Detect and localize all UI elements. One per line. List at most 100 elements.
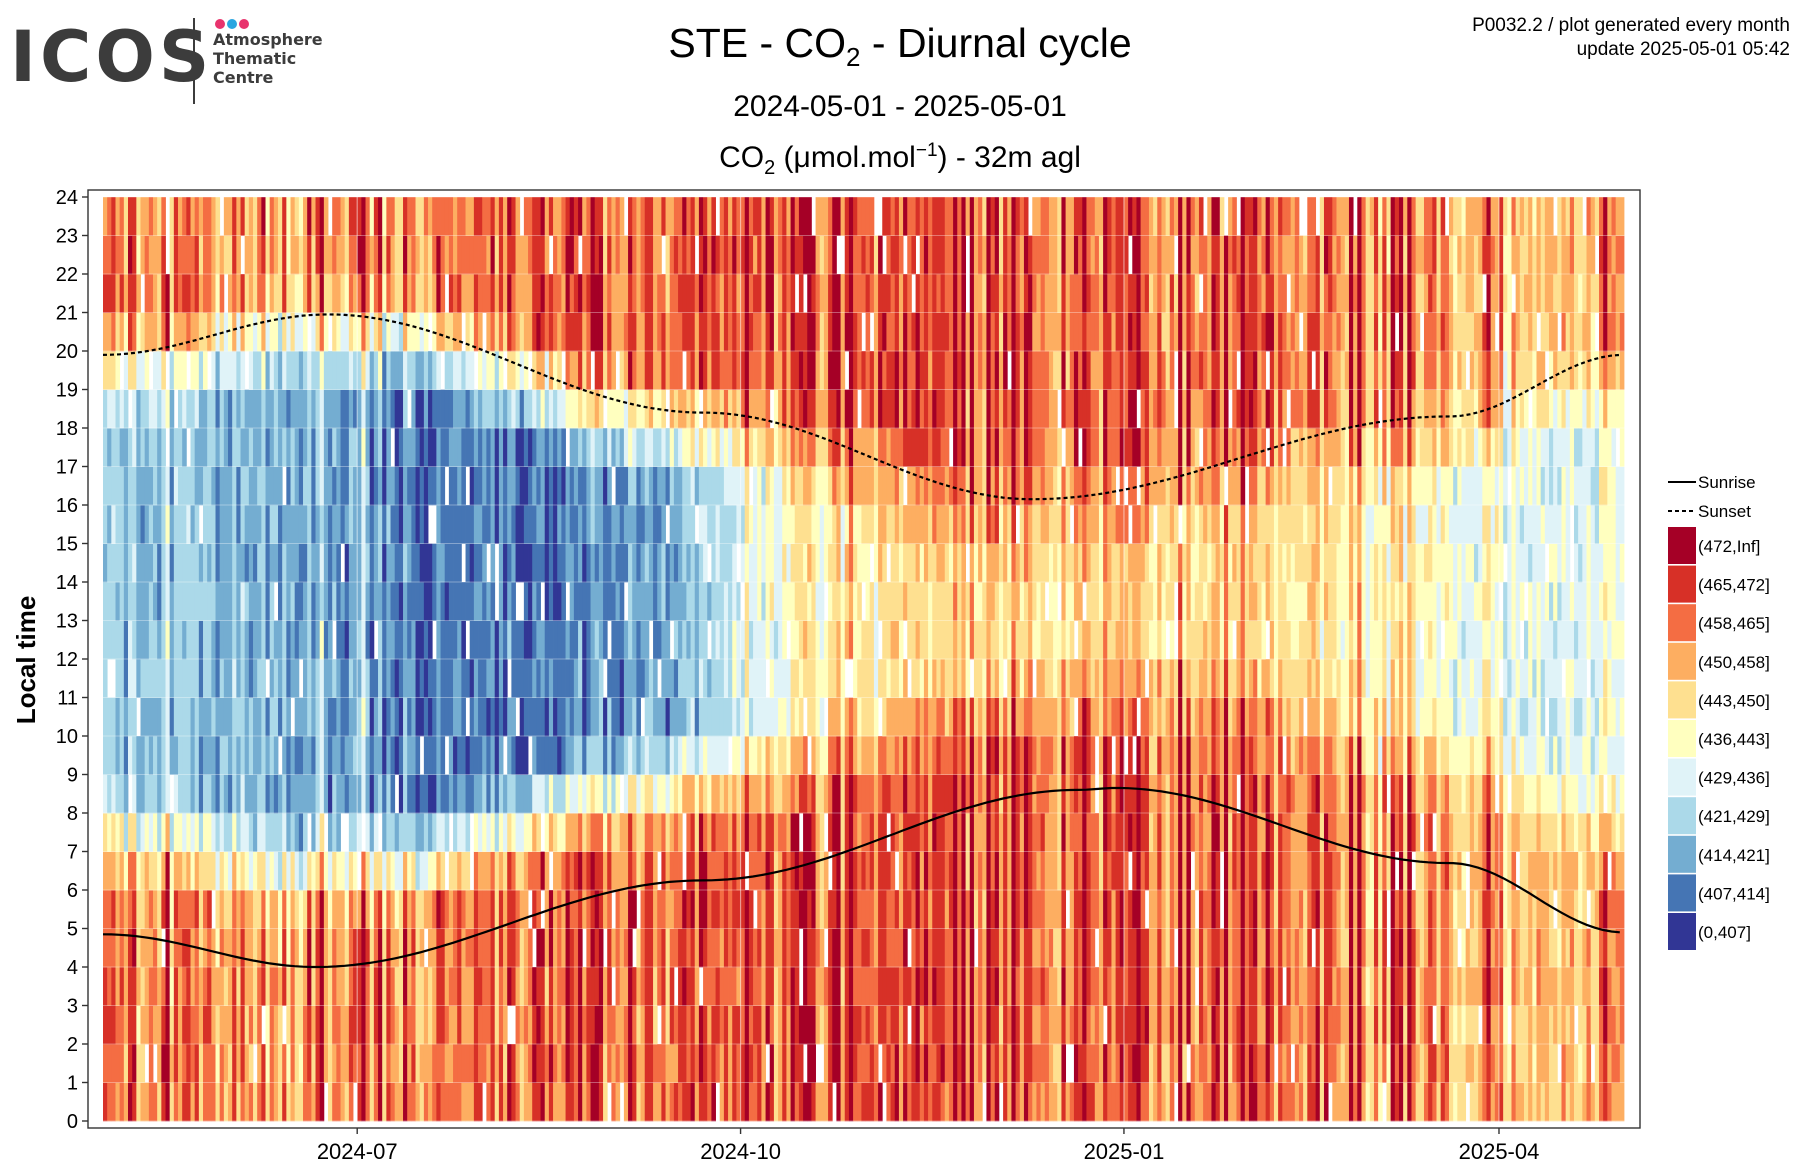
heatmap-cell <box>136 312 141 352</box>
heatmap-cell <box>332 235 337 275</box>
heatmap-cell <box>619 659 625 698</box>
heatmap-cell <box>161 389 166 429</box>
heatmap-cell <box>340 274 346 313</box>
heatmap-cell <box>307 697 312 737</box>
heatmap-cell <box>815 1005 821 1045</box>
heatmap-cell <box>961 659 966 698</box>
heatmap-cell <box>211 312 216 352</box>
heatmap-cell <box>140 659 146 698</box>
heatmap-cell <box>894 620 900 660</box>
heatmap-cell <box>528 582 533 621</box>
heatmap-cell <box>261 505 266 544</box>
heatmap-cell <box>840 736 846 775</box>
heatmap-cell <box>986 659 991 698</box>
heatmap-cell <box>915 890 921 929</box>
heatmap-cell <box>798 428 804 467</box>
heatmap-cell <box>194 736 200 775</box>
heatmap-cell <box>661 274 666 313</box>
heatmap-cell <box>994 466 1000 506</box>
heatmap-cell <box>565 813 571 852</box>
heatmap-cell <box>532 505 537 544</box>
heatmap-cell <box>832 543 837 583</box>
heatmap-cell <box>553 659 558 698</box>
heatmap-cell <box>698 928 704 968</box>
heatmap-cell <box>707 466 712 506</box>
heatmap-cell <box>436 235 441 275</box>
heatmap-cell <box>344 851 350 891</box>
heatmap-cell <box>648 543 654 583</box>
heatmap-cell <box>711 1005 716 1045</box>
heatmap-cell <box>986 274 991 313</box>
heatmap-cell <box>394 967 400 1006</box>
heatmap-cell <box>457 428 462 467</box>
heatmap-cell <box>248 582 254 621</box>
heatmap-cell <box>303 967 308 1006</box>
heatmap-cell <box>828 774 833 814</box>
heatmap-cell <box>548 197 554 236</box>
heatmap-cell <box>244 928 250 968</box>
heatmap-cell <box>298 582 304 621</box>
heatmap-cell <box>690 543 696 583</box>
heatmap-cell <box>782 543 787 583</box>
heatmap-cell <box>248 235 254 275</box>
heatmap-cell <box>982 736 987 775</box>
heatmap-cell <box>832 1044 837 1083</box>
heatmap-cell <box>853 620 858 660</box>
heatmap-cell <box>719 890 725 929</box>
heatmap-cell <box>653 582 658 621</box>
heatmap-cell <box>823 890 829 929</box>
heatmap-cell <box>590 582 596 621</box>
heatmap-cell <box>461 659 466 698</box>
heatmap-cell <box>648 659 654 698</box>
heatmap-cell <box>132 1044 137 1083</box>
heatmap-cell <box>953 389 958 429</box>
heatmap-cell <box>140 505 146 544</box>
heatmap-cell <box>140 967 146 1006</box>
heatmap-cell <box>323 967 329 1006</box>
heatmap-cell <box>457 235 462 275</box>
heatmap-cell <box>207 928 212 968</box>
heatmap-cell <box>828 890 833 929</box>
heatmap-cell <box>703 466 708 506</box>
heatmap-cell <box>728 197 733 236</box>
heatmap-cell <box>165 890 171 929</box>
heatmap-cell <box>544 197 550 236</box>
heatmap-cell <box>740 928 746 968</box>
heatmap-cell <box>494 620 500 660</box>
heatmap-cell <box>919 851 925 891</box>
heatmap-cell <box>315 1044 321 1083</box>
heatmap-cell <box>282 928 287 968</box>
heatmap-cell <box>823 389 829 429</box>
heatmap-cell <box>357 312 362 352</box>
heatmap-cell <box>136 928 141 968</box>
heatmap-cell <box>378 235 383 275</box>
heatmap-cell <box>444 1044 450 1083</box>
heatmap-cell <box>886 389 891 429</box>
heatmap-cell <box>182 774 187 814</box>
heatmap-cell <box>386 774 391 814</box>
heatmap-cell <box>282 620 287 660</box>
heatmap-cell <box>519 774 525 814</box>
heatmap-cell <box>386 851 391 891</box>
heatmap-cell <box>632 274 637 313</box>
heatmap-cell <box>661 813 666 852</box>
heatmap-cell <box>478 197 483 236</box>
heatmap-cell <box>465 813 471 852</box>
heatmap-cell <box>694 428 700 467</box>
heatmap-cell <box>578 620 583 660</box>
heatmap-cell <box>640 197 646 236</box>
heatmap-cell <box>403 774 408 814</box>
heatmap-cell <box>457 505 462 544</box>
heatmap-cell <box>257 890 262 929</box>
heatmap-cell <box>344 736 350 775</box>
heatmap-cell <box>982 389 987 429</box>
heatmap-cell <box>419 967 425 1006</box>
heatmap-cell <box>165 505 171 544</box>
heatmap-cell <box>207 1044 212 1083</box>
heatmap-cell <box>611 582 616 621</box>
heatmap-cell <box>573 851 579 891</box>
heatmap-cell <box>936 736 941 775</box>
heatmap-cell <box>878 928 883 968</box>
heatmap-cell <box>136 428 141 467</box>
heatmap-cell <box>173 851 179 891</box>
